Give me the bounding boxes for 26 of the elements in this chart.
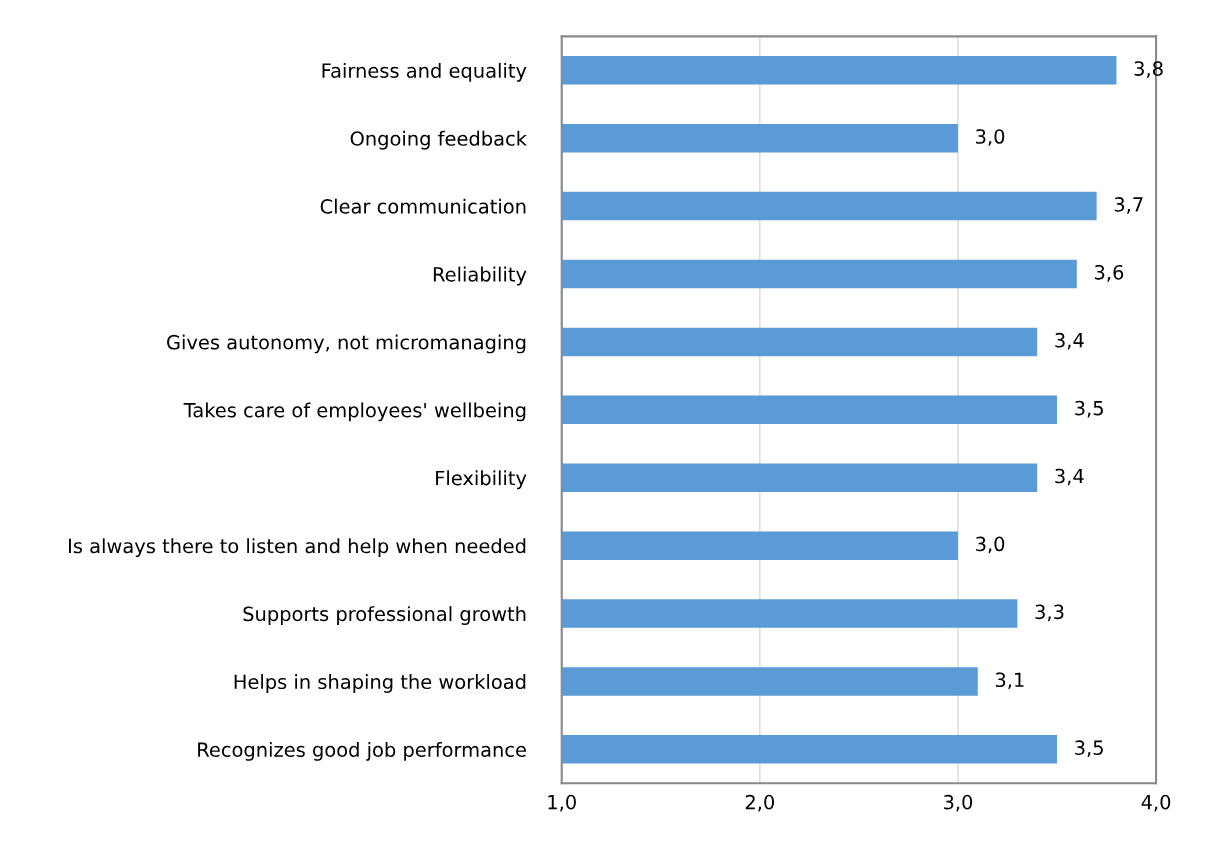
data-label: 3,7 [1114,197,1143,214]
y-tick-label: Reliability [433,266,527,286]
y-tick-label: Takes care of employees' wellbeing [183,402,526,422]
data-label: 3,0 [976,536,1005,554]
y-tick-label: Ongoing feedback [350,130,527,150]
y-tick-label: Gives autonomy, not micromanaging [167,334,526,354]
data-label: 3,4 [1055,468,1084,486]
data-label: 3,3 [1035,604,1064,622]
data-label: 3,8 [1134,61,1163,78]
x-tick-label: 3,0 [943,794,973,812]
x-tick-label: 4,0 [1141,794,1171,812]
y-tick-label: Recognizes good job performance [198,741,526,761]
data-label: 3,6 [1094,264,1124,282]
data-label: 3,4 [1055,332,1084,350]
x-tick-label: 1,0 [548,794,576,812]
data-label: 3,5 [1075,400,1103,418]
data-label: 3,5 [1075,740,1103,757]
y-tick-label: Clear communication [320,198,526,214]
x-tick-label: 2,0 [745,794,774,812]
data-label: 3,0 [976,129,1005,146]
y-tick-label: Helps in shaping the workload [234,674,526,693]
y-tick-label: Flexibility [436,470,527,490]
y-tick-label: Is always there to listen and help when needed [69,538,526,558]
y-tick-label: Supports professional growth [243,606,526,625]
data-label: 3,1 [995,672,1024,690]
y-tick-label: Fairness and equality [322,62,527,82]
